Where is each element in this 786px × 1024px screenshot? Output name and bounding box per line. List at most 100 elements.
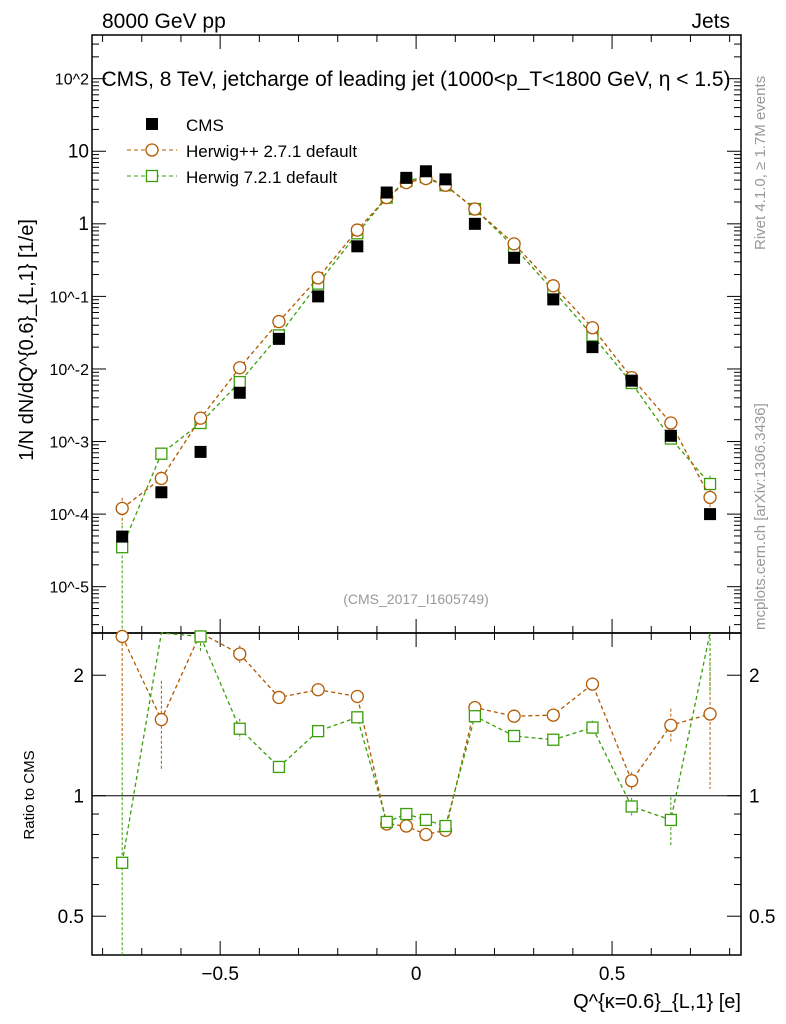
ratio-line-1: [121, 632, 711, 836]
data-point: [704, 508, 717, 521]
legend-marker: [145, 169, 159, 183]
ratio-y-tick-label: 1: [73, 787, 84, 808]
data-point: [546, 279, 560, 293]
ratio-point: [272, 760, 286, 774]
data-point: [703, 477, 717, 491]
data-point: [439, 173, 452, 186]
ratio-point: [380, 815, 393, 829]
data-point: [586, 341, 599, 354]
x-axis-label: Q^{κ=0.6}_{L,1} [e]: [573, 991, 741, 1013]
data-point: [311, 271, 325, 285]
ratio-point: [311, 683, 325, 697]
y-tick-label: 10^2: [55, 72, 89, 89]
x-tick-label: −0.5: [201, 964, 239, 985]
data-point: [419, 165, 432, 178]
data-point: [116, 541, 129, 554]
data-point: [625, 374, 638, 387]
data-point: [233, 375, 246, 389]
ratio-y-tick-label: 0.5: [58, 907, 84, 928]
ratio-point: [664, 718, 678, 732]
y-tick-label: 10^-1: [49, 289, 89, 306]
y-tick-label: 10^-3: [49, 435, 89, 452]
data-point: [194, 445, 207, 458]
ratio-point: [507, 729, 521, 743]
series-line-1: [121, 177, 711, 509]
ratio-point: [419, 827, 433, 842]
data-point: [585, 321, 600, 335]
ratio-point: [233, 647, 247, 661]
data-point: [116, 530, 129, 543]
data-point: [351, 240, 364, 253]
y-tick-label: 10^-4: [49, 507, 89, 524]
legend-label: CMS: [186, 116, 224, 135]
ratio-point: [546, 708, 560, 722]
series-line-2: [121, 176, 711, 548]
data-point: [400, 171, 413, 184]
ratio-point: [586, 721, 599, 734]
legend-label: Herwig 7.2.1 default: [186, 168, 337, 187]
y-axis-label: 1/N dN/dQ^{0.6}_{L,1} [1/e]: [16, 219, 38, 461]
legend-label: Herwig++ 2.7.1 default: [186, 142, 357, 161]
ratio-point: [154, 712, 169, 727]
data-point: [507, 237, 521, 251]
ratio-frame: [91, 632, 742, 956]
data-point: [155, 447, 168, 460]
data-point: [350, 223, 364, 237]
chart-title: CMS, 8 TeV, jetcharge of leading jet (10…: [101, 68, 730, 91]
y-tick-label: 1: [78, 214, 89, 235]
legend-marker: [145, 143, 159, 157]
ratio-point: [547, 733, 560, 746]
data-point: [547, 293, 560, 306]
data-point: [233, 386, 246, 399]
ratio-y-tick-label: 2: [73, 666, 84, 687]
ratio-point: [468, 710, 482, 723]
data-point: [193, 411, 208, 425]
ratio-point: [115, 629, 129, 644]
data-point: [154, 471, 169, 486]
data-point: [312, 290, 325, 303]
ratio-point: [400, 807, 413, 821]
ratio-point: [350, 689, 364, 704]
ratio-point: [625, 774, 639, 788]
data-point: [468, 217, 481, 230]
ratio-point: [585, 677, 600, 691]
ratio-point: [233, 722, 246, 735]
ratio-y-tick-label-right: 0.5: [749, 907, 775, 928]
rivet-label: Rivet 4.1.0, ≥ 1.7M events: [752, 76, 769, 250]
ratio-point: [351, 711, 364, 724]
ratio-y-tick-label-right: 2: [749, 666, 760, 687]
y-tick-label: 10^-5: [49, 580, 89, 597]
ratio-point: [664, 813, 677, 827]
ratio-point: [439, 819, 452, 833]
data-point: [272, 332, 285, 345]
x-tick-label: 0: [411, 964, 422, 985]
ratio-point: [399, 819, 413, 833]
ratio-y-tick-label-right: 1: [749, 787, 760, 808]
data-point: [664, 429, 677, 442]
data-point: [380, 186, 393, 199]
ratio-point: [507, 709, 521, 723]
legend-marker: [146, 118, 158, 130]
data-point: [468, 202, 482, 216]
ratio-point: [272, 690, 286, 705]
data-point: [664, 416, 678, 430]
ratio-point: [419, 813, 433, 827]
data-point: [233, 361, 247, 375]
y-tick-label: 10: [68, 141, 89, 162]
ratio-point: [116, 856, 129, 869]
data-point: [703, 490, 717, 505]
ratio-point: [625, 800, 638, 813]
analysis-id: (CMS_2017_I1605749): [343, 591, 489, 607]
mcplots-label: mcplots.cern.ch [arXiv:1306.3436]: [752, 403, 769, 630]
data-point: [508, 251, 521, 264]
data-point: [272, 314, 286, 329]
y-tick-label: 10^-2: [49, 362, 89, 379]
header-left: 8000 GeV pp: [102, 10, 226, 33]
ratio-point: [194, 630, 207, 643]
ratio-point: [311, 724, 325, 738]
ratio-point: [703, 707, 717, 721]
x-tick-label: 0.5: [599, 964, 625, 985]
data-point: [155, 486, 168, 499]
